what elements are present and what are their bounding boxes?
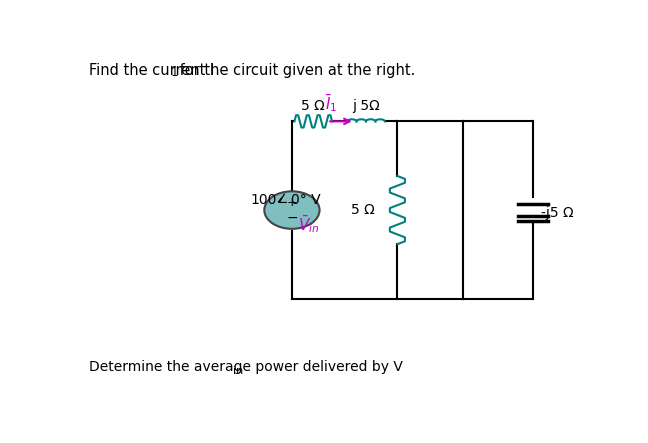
- Text: $\bar{I}_1$: $\bar{I}_1$: [325, 92, 337, 114]
- Text: 0° V: 0° V: [292, 193, 321, 207]
- Text: for the circuit given at the right.: for the circuit given at the right.: [176, 63, 416, 78]
- Text: j 5Ω: j 5Ω: [352, 99, 380, 113]
- Circle shape: [264, 191, 319, 229]
- Text: Determine the average power delivered by V: Determine the average power delivered by…: [89, 360, 402, 374]
- Text: 5 Ω: 5 Ω: [351, 203, 375, 217]
- Text: ∠: ∠: [277, 193, 288, 206]
- Text: −: −: [286, 210, 297, 225]
- Text: in: in: [233, 366, 243, 376]
- Text: $\bar{V}_{in}$: $\bar{V}_{in}$: [298, 214, 319, 235]
- Text: -j5 Ω: -j5 Ω: [540, 206, 573, 221]
- Text: 100: 100: [251, 193, 277, 207]
- Text: 5 Ω: 5 Ω: [301, 99, 325, 113]
- Text: Find the current I: Find the current I: [89, 63, 214, 78]
- Text: 1: 1: [170, 66, 178, 79]
- Text: +: +: [286, 196, 297, 209]
